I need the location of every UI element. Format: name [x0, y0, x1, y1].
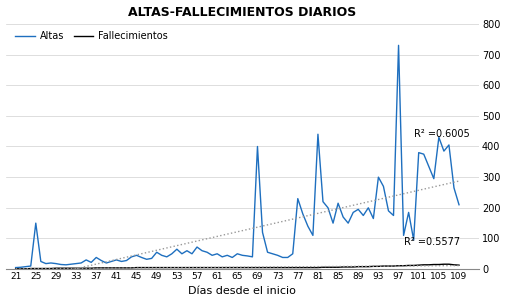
Line: Altas: Altas: [16, 45, 458, 268]
Fallecimientos: [455, 263, 461, 267]
X-axis label: Días desde el inicio: Días desde el inicio: [188, 286, 296, 297]
Altas: [395, 43, 401, 47]
Fallecimientos: [68, 266, 74, 270]
Fallecimientos: [58, 266, 64, 270]
Fallecimientos: [183, 266, 189, 269]
Legend: Altas, Fallecimientos: Altas, Fallecimientos: [15, 31, 167, 41]
Fallecimientos: [13, 267, 19, 271]
Altas: [183, 249, 189, 252]
Fallecimientos: [239, 266, 245, 269]
Fallecimientos: [440, 262, 446, 266]
Altas: [58, 263, 64, 266]
Text: R² =0.5577: R² =0.5577: [403, 236, 459, 247]
Fallecimientos: [103, 266, 109, 270]
Altas: [103, 261, 109, 265]
Text: R² =0.6005: R² =0.6005: [413, 129, 469, 139]
Altas: [455, 203, 461, 207]
Title: ALTAS-FALLECIMIENTOS DIARIOS: ALTAS-FALLECIMIENTOS DIARIOS: [128, 5, 356, 18]
Altas: [239, 253, 245, 257]
Line: Fallecimientos: Fallecimientos: [16, 264, 458, 269]
Altas: [410, 238, 416, 242]
Fallecimientos: [405, 264, 411, 267]
Altas: [68, 262, 74, 266]
Altas: [13, 266, 19, 269]
